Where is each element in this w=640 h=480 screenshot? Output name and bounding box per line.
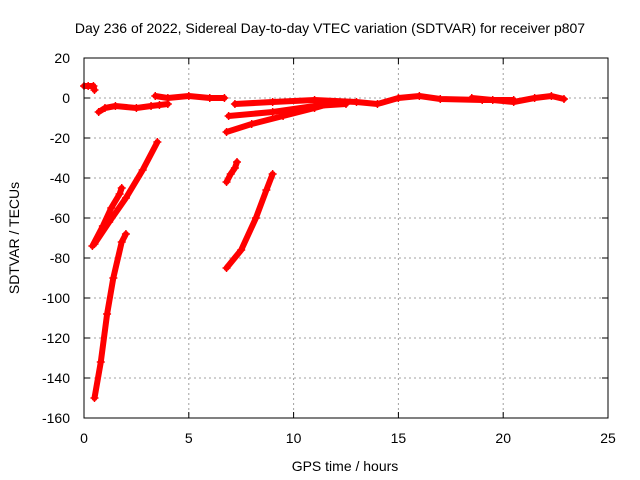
y-tick-label: -20 xyxy=(50,130,70,146)
data-point xyxy=(310,96,319,104)
series-arc-2 xyxy=(94,100,172,116)
data-point xyxy=(151,92,160,100)
data-band xyxy=(91,139,161,247)
data-point xyxy=(251,214,260,222)
data-point xyxy=(230,164,239,172)
data-point xyxy=(488,96,497,104)
series-arc-3 xyxy=(151,92,229,102)
data-point xyxy=(147,102,156,110)
data-point xyxy=(184,92,193,100)
y-tick-label: 20 xyxy=(54,50,70,66)
data-point xyxy=(268,170,277,178)
y-tick-label: -140 xyxy=(42,370,70,386)
data-point xyxy=(224,112,233,120)
data-point xyxy=(117,184,126,192)
axis-ticks: 0 5 10 15 20 25 20 0 -20 -40 -60 -80 -100 -120 -140 -16… xyxy=(42,50,616,446)
y-tick-label: -100 xyxy=(42,290,70,306)
data-point xyxy=(559,95,568,103)
data-point xyxy=(373,100,382,108)
data-point xyxy=(415,92,424,100)
y-tick-label: -160 xyxy=(42,410,70,426)
data-point xyxy=(153,138,162,146)
data-layer xyxy=(80,82,568,402)
data-band xyxy=(223,159,240,185)
y-tick-label: -40 xyxy=(50,170,70,186)
x-tick-label: 5 xyxy=(185,430,193,446)
data-point xyxy=(352,98,361,106)
data-point xyxy=(115,190,124,198)
data-point xyxy=(89,82,98,90)
data-point xyxy=(467,94,476,102)
data-point xyxy=(222,264,231,272)
data-band xyxy=(91,231,129,401)
data-band xyxy=(225,101,349,119)
series-arc-1 xyxy=(80,82,99,94)
data-point xyxy=(509,98,518,106)
data-point xyxy=(90,240,99,248)
data-point xyxy=(138,166,147,174)
series-arc-7 xyxy=(222,158,242,186)
data-point xyxy=(247,120,256,128)
grid xyxy=(84,58,608,418)
y-axis-label: SDTVAR / TECUs xyxy=(6,182,22,294)
data-point xyxy=(105,218,114,226)
data-point xyxy=(268,108,277,116)
data-band xyxy=(468,93,567,105)
x-tick-label: 10 xyxy=(286,430,302,446)
data-band xyxy=(231,93,517,107)
data-point xyxy=(394,94,403,102)
data-point xyxy=(233,158,242,166)
x-tick-label: 25 xyxy=(600,430,616,446)
data-point xyxy=(268,98,277,106)
data-point xyxy=(237,246,246,254)
data-point xyxy=(220,94,229,102)
data-point xyxy=(90,394,99,402)
x-tick-label: 15 xyxy=(391,430,407,446)
data-point xyxy=(107,204,116,212)
data-point xyxy=(230,100,239,108)
x-tick-label: 20 xyxy=(495,430,511,446)
data-point xyxy=(530,94,539,102)
y-tick-label: 0 xyxy=(62,90,70,106)
data-point xyxy=(222,128,231,136)
series-arc-6 xyxy=(90,230,130,402)
data-point xyxy=(109,274,118,282)
plot-frame xyxy=(83,57,609,419)
data-point xyxy=(111,102,120,110)
data-point xyxy=(226,170,235,178)
data-point xyxy=(117,238,126,246)
data-point xyxy=(103,310,112,318)
chart-title: Day 236 of 2022, Sidereal Day-to-day VTE… xyxy=(75,20,585,36)
data-point xyxy=(436,95,445,103)
data-point xyxy=(100,104,109,112)
series-arc-10 xyxy=(224,100,350,120)
y-tick-label: -120 xyxy=(42,330,70,346)
data-point xyxy=(94,108,103,116)
x-tick-label: 0 xyxy=(80,430,88,446)
y-tick-label: -80 xyxy=(50,250,70,266)
series-arc-12 xyxy=(467,92,568,106)
data-point xyxy=(96,358,105,366)
data-point xyxy=(205,94,214,102)
data-point xyxy=(262,186,271,194)
data-point xyxy=(547,92,556,100)
series-arc-5 xyxy=(90,138,162,248)
data-point xyxy=(222,178,231,186)
data-point xyxy=(132,104,141,112)
data-point xyxy=(155,101,164,109)
data-point xyxy=(90,86,99,94)
series-arc-8 xyxy=(222,170,277,272)
data-point xyxy=(121,194,130,202)
y-tick-label: -60 xyxy=(50,210,70,226)
x-axis-label: GPS time / hours xyxy=(292,458,399,474)
data-point xyxy=(163,94,172,102)
data-point xyxy=(121,230,130,238)
